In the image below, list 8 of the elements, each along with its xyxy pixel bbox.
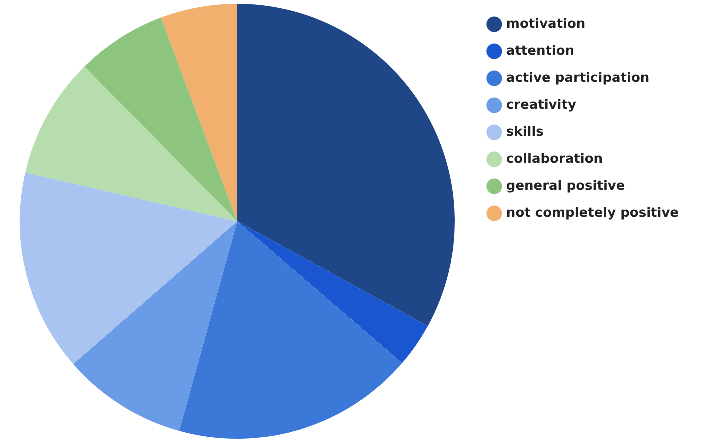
legend-label: creativity: [506, 98, 577, 113]
legend-label: active participation: [506, 70, 650, 86]
legend-label: attention: [506, 44, 575, 59]
legend-label: general positive: [506, 178, 626, 194]
legend-label: not completely positive: [506, 206, 680, 221]
legend-label: motivation: [506, 16, 586, 32]
legend-label: skills: [506, 124, 544, 140]
legend-label: collaboration: [506, 152, 604, 167]
